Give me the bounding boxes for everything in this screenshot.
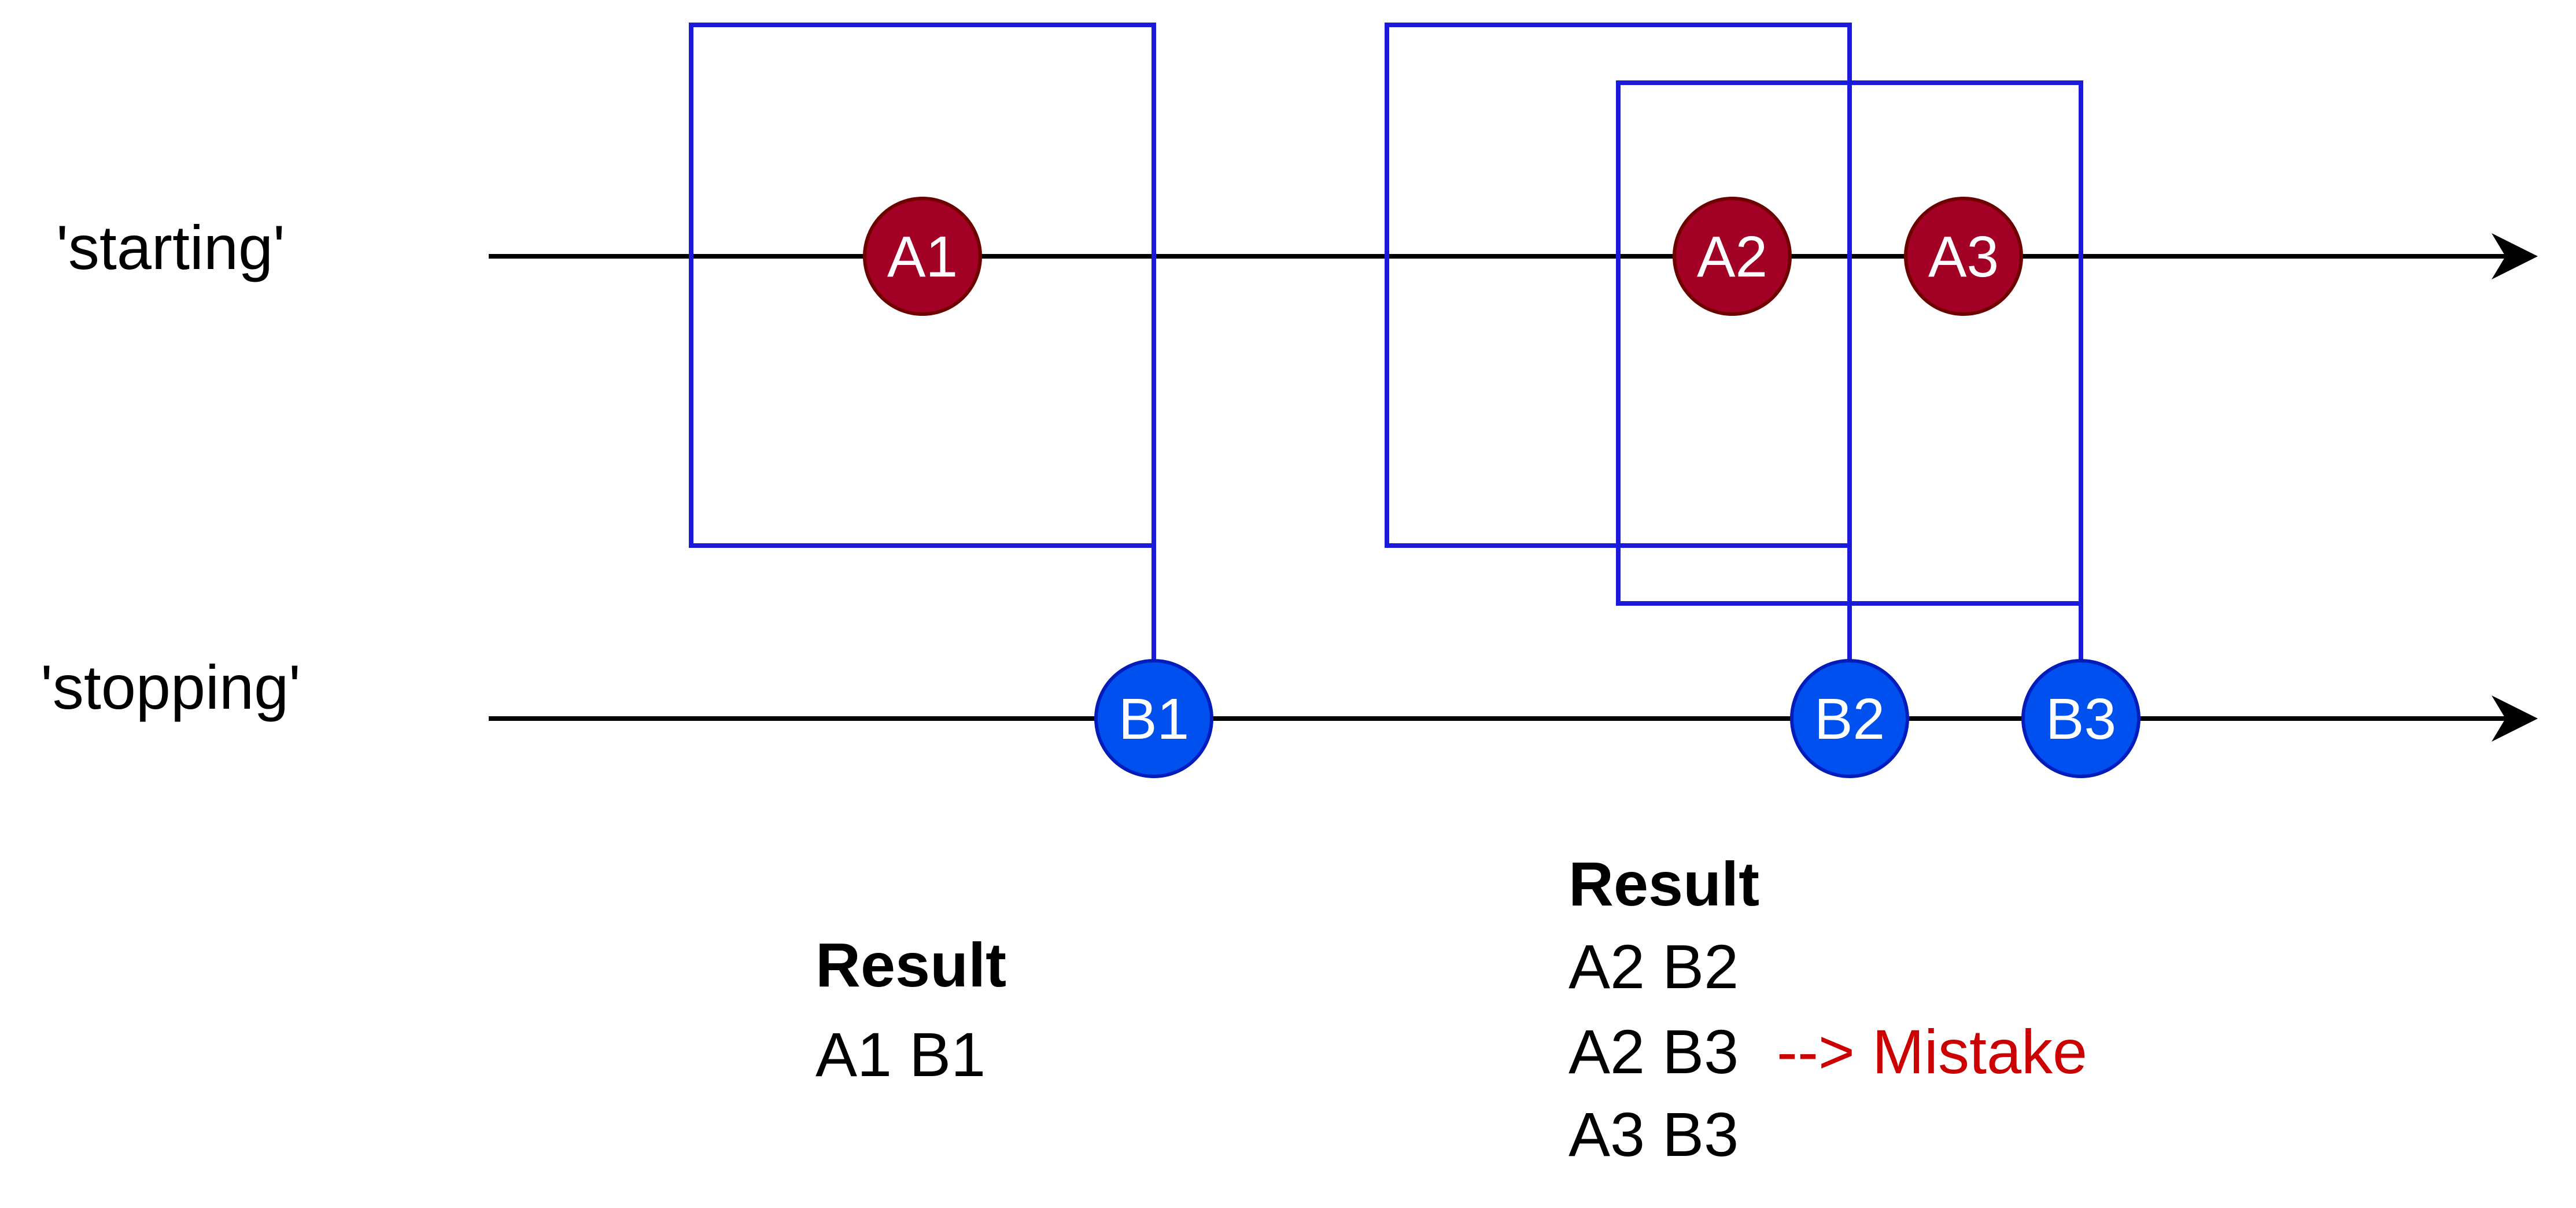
stopping-stream-label: 'stopping' xyxy=(40,652,301,722)
event-node-a2: A2 xyxy=(1673,197,1792,316)
event-node-a1: A1 xyxy=(863,197,982,316)
result-line-right-2: A2 B3 xyxy=(1569,1017,1739,1087)
result-line-right-1: A2 B2 xyxy=(1569,931,1739,1001)
event-node-a1-label: A1 xyxy=(887,224,958,289)
result-line-left-1: A1 B1 xyxy=(815,1019,986,1089)
mistake-note: --> Mistake xyxy=(1777,1017,2087,1087)
event-node-b3: B3 xyxy=(2021,659,2140,778)
starting-stream-label: 'starting' xyxy=(56,212,285,282)
event-node-b3-label: B3 xyxy=(2046,687,2116,752)
event-node-a2-label: A2 xyxy=(1697,224,1767,289)
time-window-b3 xyxy=(1616,80,2083,606)
event-node-a3-label: A3 xyxy=(1928,224,1999,289)
result-heading-right: Result xyxy=(1569,849,1759,919)
event-node-a3: A3 xyxy=(1904,197,2023,316)
event-node-b1: B1 xyxy=(1094,659,1213,778)
event-node-b1-label: B1 xyxy=(1119,687,1189,752)
event-node-b2: B2 xyxy=(1790,659,1909,778)
event-node-b2-label: B2 xyxy=(1814,687,1885,752)
result-heading-left: Result xyxy=(815,930,1006,1000)
time-window-b1 xyxy=(689,23,1156,548)
result-line-right-3: A3 B3 xyxy=(1569,1099,1739,1169)
